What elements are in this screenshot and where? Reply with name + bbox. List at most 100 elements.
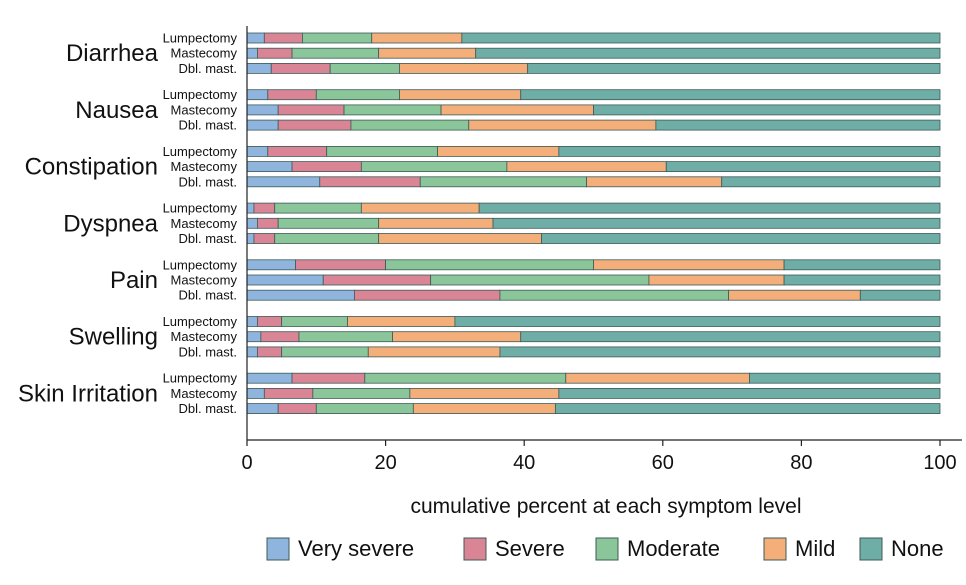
bar-segment-pain-dbl-mast--moderate	[499, 289, 730, 301]
bar-segment-constipation-dbl-mast--severe	[319, 176, 421, 188]
bar-segment-pain-lumpectomy-severe	[295, 259, 387, 271]
bar-label-swelling-lumpectomy: Lumpectomy	[163, 314, 238, 329]
bar-label-diarrhea-dbl-mast-: Dbl. mast.	[178, 61, 237, 76]
bar-segment-diarrhea-dbl-mast--severe	[270, 63, 331, 74]
bar-segment-swelling-dbl-mast--none	[499, 346, 941, 358]
bar-label-swelling-dbl-mast-: Dbl. mast.	[178, 344, 237, 359]
legend-swatch-very-severe	[266, 537, 290, 561]
bar-segment-skin-irritation-lumpectomy-very-severe	[246, 372, 293, 384]
bar-segment-pain-mastecomy-none	[783, 274, 941, 286]
bar-label-constipation-mastecomy: Mastecomy	[171, 159, 238, 174]
bar-label-nausea-mastecomy: Mastecomy	[171, 102, 238, 117]
x-axis-title: cumulative percent at each symptom level	[410, 495, 801, 518]
legend-label-moderate: Moderate	[627, 536, 720, 561]
bar-segment-pain-dbl-mast--very-severe	[246, 289, 355, 301]
bar-segment-swelling-mastecomy-none	[520, 331, 941, 343]
bar-segment-dyspnea-dbl-mast--mild	[378, 233, 542, 244]
legend: Very severe Severe Moderate Mild None	[266, 536, 944, 561]
bar-segment-nausea-lumpectomy-very-severe	[246, 89, 269, 101]
bar-segment-nausea-dbl-mast--none	[655, 119, 941, 131]
bar-segment-constipation-lumpectomy-very-severe	[246, 145, 269, 157]
bar-segment-diarrhea-lumpectomy-none	[461, 32, 941, 44]
legend-label-mild: Mild	[795, 536, 835, 561]
bar-segment-constipation-mastecomy-mild	[506, 161, 667, 173]
bar-segment-constipation-mastecomy-none	[665, 161, 941, 173]
bar-segment-skin-irritation-lumpectomy-none	[749, 372, 941, 384]
bar-segment-dyspnea-mastecomy-very-severe	[246, 217, 258, 229]
bar-label-dyspnea-mastecomy: Mastecomy	[171, 216, 238, 231]
bar-segment-swelling-lumpectomy-moderate	[281, 316, 348, 327]
x-tick-label-100: 100	[923, 452, 956, 474]
bar-segment-skin-irritation-mastecomy-moderate	[312, 387, 411, 399]
bar-segment-pain-lumpectomy-none	[783, 259, 941, 271]
bar-label-constipation-dbl-mast-: Dbl. mast.	[178, 174, 237, 189]
bar-segment-dyspnea-lumpectomy-mild	[360, 202, 480, 214]
group-label-diarrhea: Diarrhea	[66, 40, 159, 67]
bar-segment-constipation-dbl-mast--very-severe	[246, 176, 321, 188]
bar-label-swelling-mastecomy: Mastecomy	[171, 329, 238, 344]
bar-segment-dyspnea-dbl-mast--very-severe	[246, 233, 255, 244]
bar-segment-skin-irritation-dbl-mast--moderate	[315, 403, 414, 415]
bar-segment-pain-lumpectomy-very-severe	[246, 259, 296, 271]
bar-segment-nausea-dbl-mast--severe	[277, 119, 352, 131]
bar-segment-diarrhea-mastecomy-none	[475, 47, 941, 59]
bar-label-dyspnea-lumpectomy: Lumpectomy	[163, 201, 238, 216]
bar-label-diarrhea-lumpectomy: Lumpectomy	[163, 31, 238, 46]
bar-segment-diarrhea-lumpectomy-very-severe	[246, 32, 265, 44]
bar-segment-diarrhea-dbl-mast--mild	[399, 63, 529, 74]
bar-segment-dyspnea-mastecomy-mild	[378, 217, 494, 229]
x-axis: 0 20 40 60 80 100 cumulative percent at each s…	[241, 26, 962, 518]
bar-segment-pain-mastecomy-severe	[322, 274, 432, 286]
bar-segment-diarrhea-mastecomy-very-severe	[246, 47, 258, 59]
bar-segment-diarrhea-dbl-mast--very-severe	[246, 63, 272, 74]
bar-segment-swelling-lumpectomy-none	[454, 316, 941, 327]
legend-label-none: None	[891, 536, 944, 561]
group-label-dyspnea: Dyspnea	[63, 210, 158, 237]
bar-segment-pain-dbl-mast--severe	[354, 289, 501, 301]
group-label-pain: Pain	[110, 267, 158, 294]
bar-segment-dyspnea-dbl-mast--moderate	[274, 233, 380, 244]
bar-segment-pain-dbl-mast--none	[859, 289, 941, 301]
bar-segment-nausea-lumpectomy-none	[520, 89, 941, 101]
bar-segment-pain-lumpectomy-mild	[593, 259, 785, 271]
group-label-swelling: Swelling	[69, 324, 158, 351]
bar-label-diarrhea-mastecomy: Mastecomy	[171, 46, 238, 61]
bar-segment-pain-mastecomy-moderate	[430, 274, 650, 286]
bar-segment-diarrhea-mastecomy-mild	[378, 47, 477, 59]
x-tick-label-40: 40	[513, 452, 535, 474]
bar-segment-skin-irritation-lumpectomy-severe	[291, 372, 366, 384]
bar-segment-dyspnea-lumpectomy-severe	[253, 202, 276, 214]
bar-segment-swelling-lumpectomy-severe	[256, 316, 283, 327]
bar-segment-nausea-lumpectomy-moderate	[315, 89, 400, 101]
bar-segment-diarrhea-dbl-mast--none	[527, 63, 941, 74]
bar-segment-swelling-mastecomy-severe	[260, 331, 300, 343]
bar-segment-constipation-mastecomy-severe	[291, 161, 362, 173]
bar-label-pain-lumpectomy: Lumpectomy	[163, 257, 238, 272]
bar-label-skin-irritation-mastecomy: Mastecomy	[171, 386, 238, 401]
bar-label-skin-irritation-dbl-mast-: Dbl. mast.	[178, 401, 237, 416]
bar-segment-dyspnea-lumpectomy-moderate	[274, 202, 362, 214]
bar-segment-swelling-mastecomy-moderate	[298, 331, 393, 343]
bar-label-skin-irritation-lumpectomy: Lumpectomy	[163, 371, 238, 386]
bar-segment-diarrhea-lumpectomy-moderate	[302, 32, 373, 44]
x-tick-label-80: 80	[790, 452, 812, 474]
bar-segment-nausea-lumpectomy-severe	[267, 89, 317, 101]
group-label-nausea: Nausea	[75, 97, 158, 124]
bar-segment-dyspnea-mastecomy-severe	[256, 217, 279, 229]
bar-segment-skin-irritation-dbl-mast--very-severe	[246, 403, 279, 415]
bar-segment-swelling-dbl-mast--moderate	[281, 346, 369, 358]
bar-segment-nausea-dbl-mast--mild	[468, 119, 657, 131]
bar-segment-constipation-mastecomy-moderate	[360, 161, 508, 173]
bar-segment-constipation-lumpectomy-mild	[437, 145, 560, 157]
bar-segment-pain-mastecomy-very-severe	[246, 274, 324, 286]
bar-segment-constipation-dbl-mast--none	[721, 176, 941, 188]
bar-segment-dyspnea-mastecomy-none	[492, 217, 941, 229]
bar-segment-diarrhea-dbl-mast--moderate	[329, 63, 400, 74]
bar-segment-skin-irritation-mastecomy-very-severe	[246, 387, 265, 399]
bar-segment-nausea-dbl-mast--moderate	[350, 119, 470, 131]
bar-segment-skin-irritation-mastecomy-mild	[409, 387, 560, 399]
bar-segment-swelling-mastecomy-very-severe	[246, 331, 262, 343]
